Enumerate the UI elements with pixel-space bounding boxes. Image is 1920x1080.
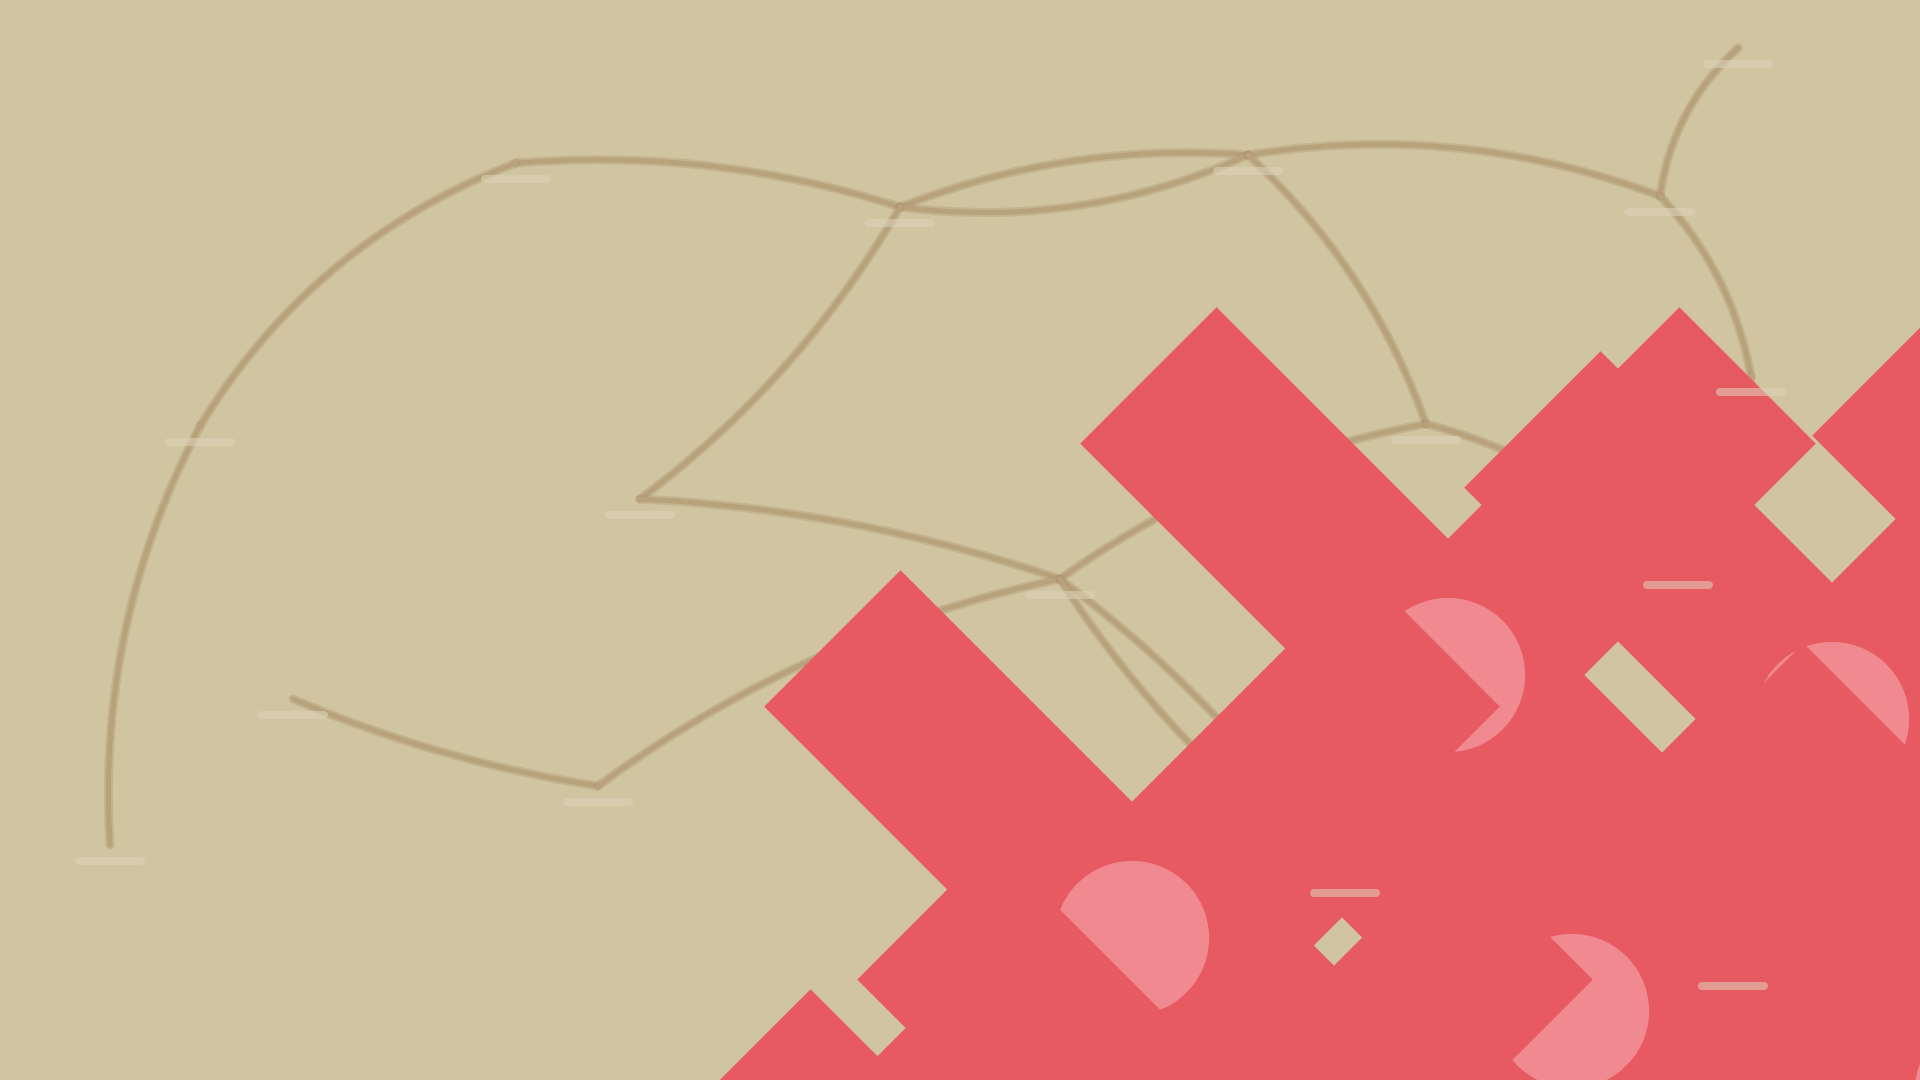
node-label-plate xyxy=(1310,889,1380,897)
map-node[interactable] xyxy=(605,471,1920,1080)
node-label-plate xyxy=(563,798,633,806)
route-path xyxy=(105,423,203,848)
route-path xyxy=(290,696,601,789)
map-node[interactable] xyxy=(165,398,1500,1080)
map-node[interactable] xyxy=(1643,541,1713,597)
map-node[interactable] xyxy=(1716,348,1786,404)
route-path xyxy=(513,157,903,210)
route-path-shadow xyxy=(195,158,521,431)
node-label-plate xyxy=(605,511,675,519)
route-path xyxy=(197,160,519,429)
map-node[interactable] xyxy=(1698,942,1768,998)
map-node[interactable] xyxy=(865,179,1920,1080)
map-node[interactable] xyxy=(481,135,1816,1043)
node-label-plate xyxy=(481,175,551,183)
node-label-plate xyxy=(865,219,935,227)
map-node[interactable] xyxy=(75,817,1365,1080)
node-label-plate xyxy=(165,438,235,446)
route-path xyxy=(637,204,903,502)
x-mark-icon xyxy=(1705,942,1920,1080)
node-label-plate xyxy=(258,711,328,719)
node-label-plate xyxy=(1703,60,1773,68)
x-mark-icon xyxy=(1624,723,1920,1080)
route-path xyxy=(897,152,1251,216)
map-node[interactable] xyxy=(1310,849,1380,905)
node-label-plate xyxy=(75,857,145,865)
node-label-plate xyxy=(1025,591,1095,599)
node-label-plate xyxy=(1698,982,1768,990)
route-path xyxy=(1245,152,1429,427)
node-label-plate xyxy=(1391,436,1461,444)
map-node[interactable] xyxy=(1391,396,1461,452)
map-node[interactable] xyxy=(1025,551,1920,1080)
node-label-plate xyxy=(1213,167,1283,175)
map-node[interactable] xyxy=(563,758,1898,1080)
map-node[interactable] xyxy=(1625,168,1695,224)
route-path xyxy=(637,496,1063,582)
node-label-plate xyxy=(1643,581,1713,589)
node-label-plate xyxy=(1625,208,1695,216)
route-path xyxy=(897,150,1251,210)
map-node[interactable] xyxy=(1213,127,1920,1007)
map-node[interactable] xyxy=(258,671,1593,1080)
route-path xyxy=(1245,141,1663,199)
node-label-plate xyxy=(1716,388,1786,396)
map-node[interactable] xyxy=(1703,20,1773,76)
